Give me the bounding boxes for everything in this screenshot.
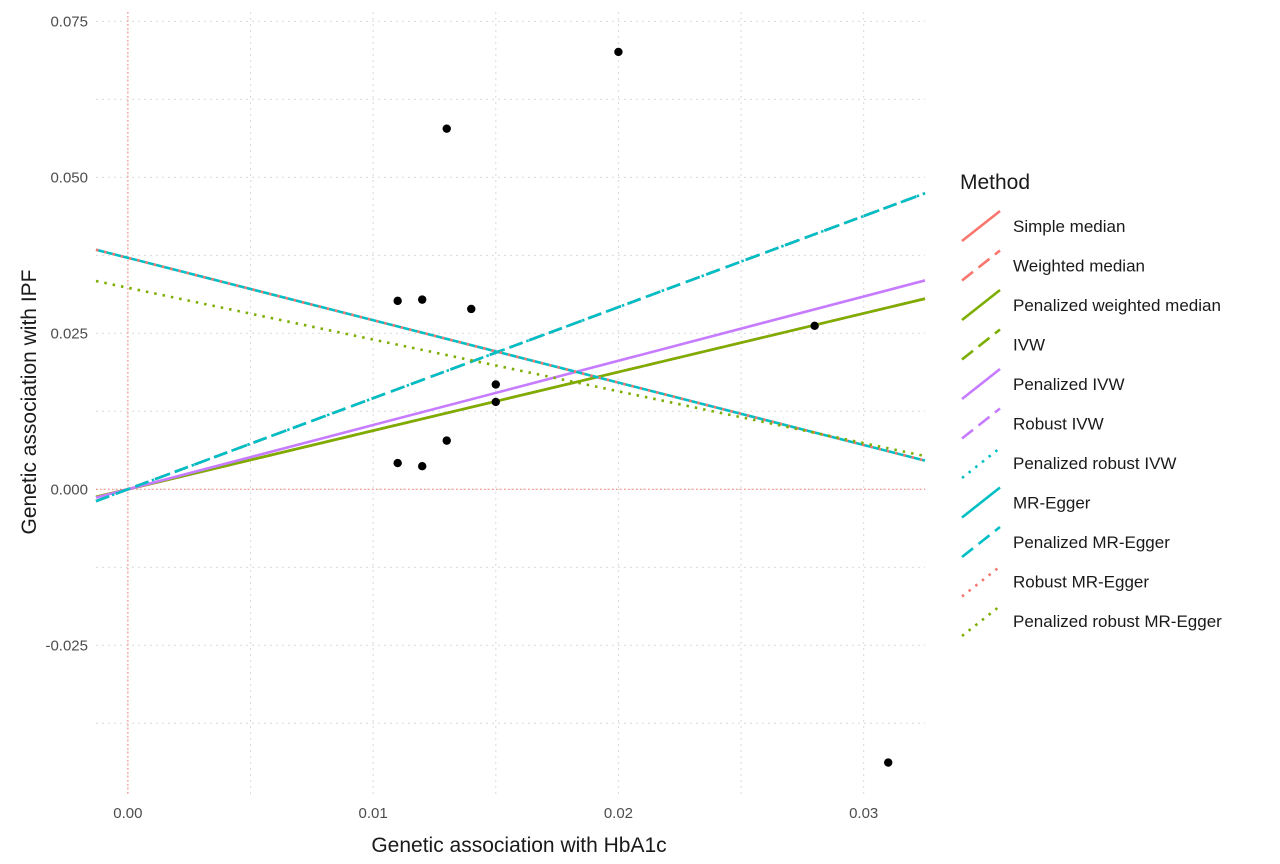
method-line-mr-egger <box>95 248 926 462</box>
legend-entry: Penalized IVW <box>961 367 1125 401</box>
legend-entry: Penalized robust MR-Egger <box>961 604 1222 638</box>
legend-label: Penalized robust MR-Egger <box>1013 612 1222 631</box>
data-point <box>884 758 893 767</box>
legend-key <box>961 288 1001 322</box>
legend-key <box>961 209 1001 243</box>
legend-key <box>961 407 1001 440</box>
data-point <box>810 321 819 331</box>
legend-key <box>961 565 1001 598</box>
y-tick-label: 0.000 <box>50 481 88 498</box>
legend-key <box>961 367 1001 401</box>
x-axis-title: Genetic association with HbA1c <box>371 834 666 857</box>
axis-ticks: 0.00 0.01 0.02 0.03 -0.025 0.000 0.025 0.050 0.0… <box>45 13 878 822</box>
y-tick-label: 0.075 <box>50 13 88 30</box>
data-point <box>418 295 427 304</box>
legend-label: Penalized MR-Egger <box>1013 533 1170 552</box>
legend-title: Method <box>960 171 1030 194</box>
legend-label: IVW <box>1013 336 1045 355</box>
method-line-penalized-ivw <box>95 279 926 499</box>
method-line-penalized-mr-egger <box>95 192 926 503</box>
method-line-penalized-robust-mr-egger <box>95 279 926 458</box>
grid <box>96 12 925 795</box>
data-point <box>418 462 427 471</box>
y-tick-label: -0.025 <box>45 637 88 654</box>
data-point <box>442 124 451 133</box>
data-point <box>393 296 402 306</box>
legend-entry: Penalized weighted median <box>961 288 1221 322</box>
legend-entry: Penalized robust IVW <box>961 446 1176 480</box>
reference-lines <box>96 12 925 795</box>
method-lines <box>95 192 926 503</box>
legend-entry: Penalized MR-Egger <box>961 525 1170 559</box>
legend-label: MR-Egger <box>1013 494 1091 513</box>
legend-key <box>961 486 1001 519</box>
data-point <box>491 380 500 389</box>
legend-entry: Weighted median <box>961 249 1145 282</box>
legend-entry: Robust IVW <box>961 407 1104 440</box>
legend-entry: Simple median <box>961 209 1125 243</box>
legend-entry: IVW <box>961 328 1045 361</box>
data-point <box>393 458 402 468</box>
method-line-penalized-weighted-median <box>95 297 926 499</box>
data-points <box>393 47 893 767</box>
x-tick-label: 0.00 <box>113 805 142 822</box>
legend-key <box>961 446 1001 480</box>
legend-label: Simple median <box>1013 217 1125 236</box>
legend-label: Robust IVW <box>1013 415 1104 434</box>
data-point <box>442 436 451 445</box>
legend-label: Penalized weighted median <box>1013 296 1221 315</box>
legend-key <box>961 249 1001 282</box>
legend-label: Penalized IVW <box>1013 375 1125 394</box>
y-axis-title: Genetic association with IPF <box>18 270 41 535</box>
y-tick-label: 0.025 <box>50 325 88 342</box>
x-tick-label: 0.03 <box>849 805 878 822</box>
data-point <box>467 304 476 314</box>
legend-entries: Simple median Weighted median Penalized we… <box>961 209 1222 638</box>
legend-key <box>961 525 1001 559</box>
data-point <box>614 47 623 57</box>
legend-key <box>961 328 1001 361</box>
legend-entry: MR-Egger <box>961 486 1091 519</box>
legend: Method Simple median Weighted median Penal… <box>960 171 1222 638</box>
legend-label: Weighted median <box>1013 257 1145 276</box>
legend-label: Penalized robust IVW <box>1013 454 1176 473</box>
data-point <box>491 397 500 407</box>
legend-label: Robust MR-Egger <box>1013 573 1149 592</box>
y-tick-label: 0.050 <box>50 169 88 186</box>
x-tick-label: 0.02 <box>604 805 633 822</box>
legend-entry: Robust MR-Egger <box>961 565 1149 598</box>
legend-key <box>961 604 1001 638</box>
x-tick-label: 0.01 <box>359 805 388 822</box>
